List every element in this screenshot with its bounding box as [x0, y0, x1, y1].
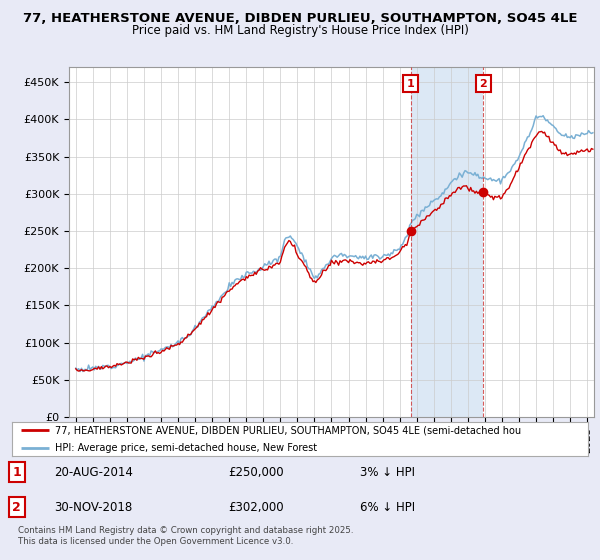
Text: 1: 1 [407, 78, 415, 88]
Text: 2: 2 [13, 501, 21, 514]
Text: 1: 1 [13, 465, 21, 479]
Text: 77, HEATHERSTONE AVENUE, DIBDEN PURLIEU, SOUTHAMPTON, SO45 4LE (semi-detached ho: 77, HEATHERSTONE AVENUE, DIBDEN PURLIEU,… [55, 426, 521, 435]
Text: HPI: Average price, semi-detached house, New Forest: HPI: Average price, semi-detached house,… [55, 443, 317, 452]
Text: Contains HM Land Registry data © Crown copyright and database right 2025.
This d: Contains HM Land Registry data © Crown c… [18, 526, 353, 546]
Text: Price paid vs. HM Land Registry's House Price Index (HPI): Price paid vs. HM Land Registry's House … [131, 24, 469, 36]
Bar [410, 67, 484, 417]
Text: 77, HEATHERSTONE AVENUE, DIBDEN PURLIEU, SOUTHAMPTON, SO45 4LE: 77, HEATHERSTONE AVENUE, DIBDEN PURLIEU,… [23, 12, 577, 25]
Text: £250,000: £250,000 [228, 465, 284, 479]
Text: 20-AUG-2014: 20-AUG-2014 [54, 465, 133, 479]
Text: 30-NOV-2018: 30-NOV-2018 [54, 501, 132, 514]
Text: 2: 2 [479, 78, 487, 88]
Text: £302,000: £302,000 [228, 501, 284, 514]
Text: 6% ↓ HPI: 6% ↓ HPI [360, 501, 415, 514]
Text: 3% ↓ HPI: 3% ↓ HPI [360, 465, 415, 479]
